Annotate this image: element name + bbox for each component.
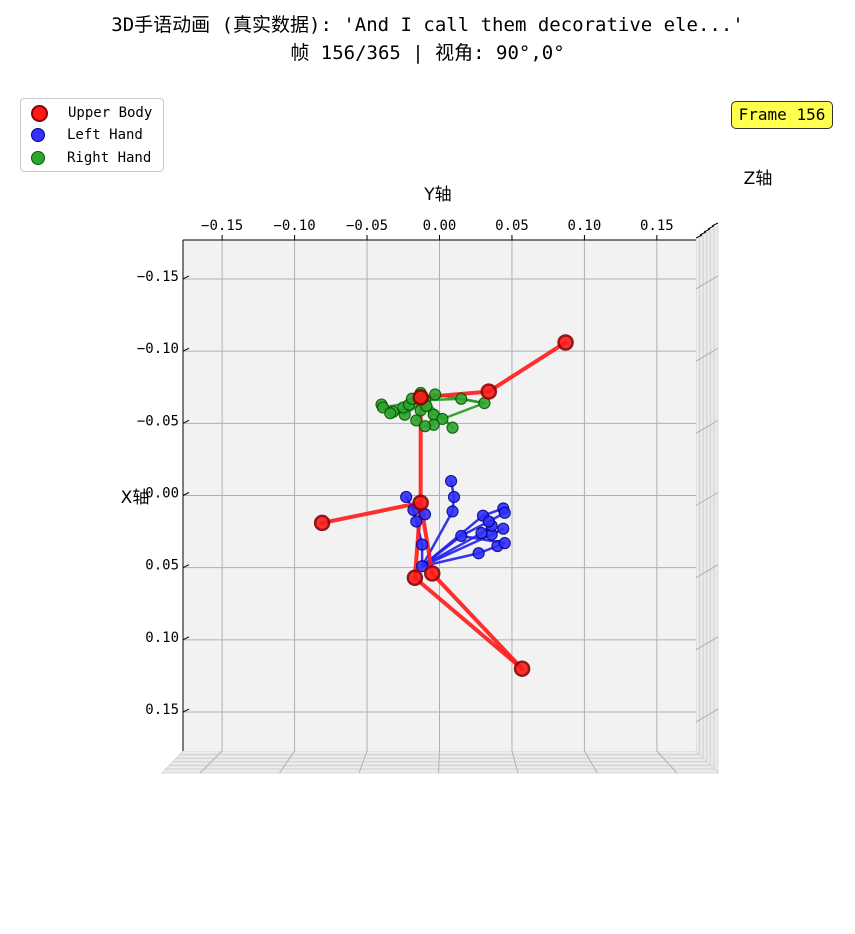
- upper-body-point: [315, 516, 329, 530]
- top-tick-label: −0.15: [201, 218, 243, 234]
- x-axis-label: Y轴: [423, 185, 451, 205]
- left-tick-label: 0.05: [145, 558, 179, 574]
- upper-body-point: [559, 335, 573, 349]
- left-hand-point: [476, 528, 487, 539]
- left-hand-point: [417, 539, 428, 550]
- top-tick-label: −0.10: [274, 218, 316, 234]
- upper-body-point: [414, 390, 428, 404]
- left-hand-point: [446, 476, 457, 487]
- left-tick-label: 0.15: [145, 702, 179, 718]
- left-tick-label: −0.10: [137, 341, 179, 357]
- legend: Upper Body Left Hand Right Hand: [20, 98, 164, 172]
- upper-body-point: [414, 496, 428, 510]
- left-hand-point: [499, 538, 510, 549]
- z-axis-label: Z轴: [744, 169, 773, 189]
- top-tick-label: 0.00: [423, 218, 457, 234]
- legend-label: Upper Body: [68, 105, 152, 121]
- right-hand-point: [385, 408, 396, 419]
- frame-badge: Frame 156: [731, 101, 833, 129]
- top-tick-label: 0.05: [495, 218, 529, 234]
- right-hand-point: [456, 393, 467, 404]
- legend-label: Left Hand: [67, 127, 143, 143]
- right-hand-point: [430, 389, 441, 400]
- top-tick-label: −0.05: [346, 218, 388, 234]
- legend-label: Right Hand: [67, 150, 151, 166]
- left-hand-point: [401, 491, 412, 502]
- top-tick-label: 0.10: [568, 218, 602, 234]
- left-hand-point: [447, 506, 458, 517]
- left-hand-point: [483, 516, 494, 527]
- right-hand-point: [420, 421, 431, 432]
- upper-body-point: [482, 385, 496, 399]
- top-tick-label: 0.15: [640, 218, 674, 234]
- right-hand-point: [447, 422, 458, 433]
- y-axis-label: X轴: [121, 488, 150, 508]
- left-hand-point: [498, 523, 509, 534]
- legend-marker-left-hand: [31, 128, 45, 142]
- legend-item-upper-body: Upper Body: [31, 103, 152, 123]
- z-tick-mark: [712, 223, 718, 226]
- legend-item-right-hand: Right Hand: [31, 148, 151, 168]
- legend-item-left-hand: Left Hand: [31, 125, 143, 145]
- upper-body-point: [515, 662, 529, 676]
- legend-marker-right-hand: [31, 151, 45, 165]
- upper-body-point: [425, 566, 439, 580]
- legend-marker-upper-body: [31, 105, 48, 122]
- left-hand-point: [499, 507, 510, 518]
- left-tick-label: 0.10: [145, 630, 179, 646]
- left-hand-point: [456, 530, 467, 541]
- left-tick-label: −0.05: [137, 413, 179, 429]
- left-tick-label: 0.00: [145, 486, 179, 502]
- left-hand-point: [448, 491, 459, 502]
- left-hand-point: [473, 548, 484, 559]
- upper-body-point: [408, 571, 422, 585]
- left-tick-label: −0.15: [137, 269, 179, 285]
